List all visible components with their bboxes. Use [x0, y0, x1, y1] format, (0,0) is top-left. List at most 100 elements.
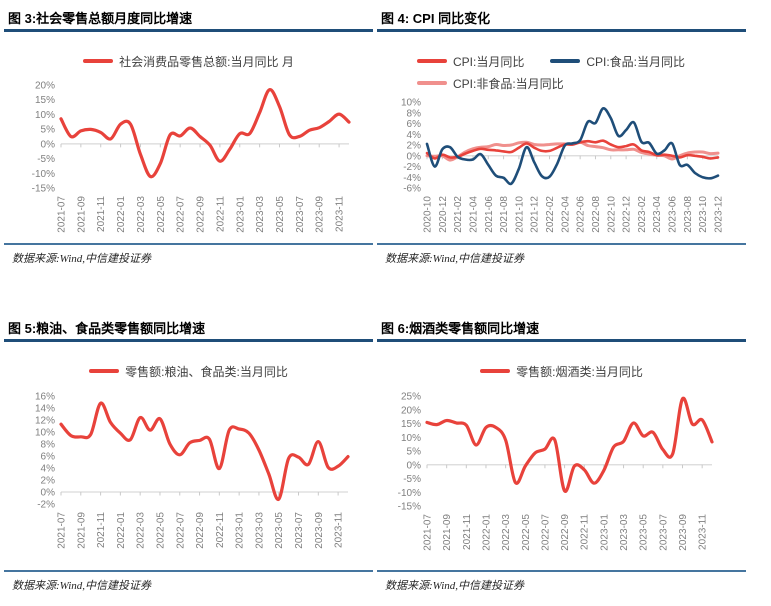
x-axis-tick-label: 2021-09 — [76, 512, 87, 549]
y-axis-tick-label: 16% — [35, 392, 55, 403]
legend-row: 社会消费品零售总额:当月同比 月 — [4, 50, 373, 72]
x-axis-tick-label: 2022-11 — [215, 512, 226, 548]
y-axis-tick-label: 2% — [407, 141, 422, 152]
legend-line-swatch — [83, 59, 114, 63]
x-axis-tick-label: 2022-05 — [156, 196, 167, 233]
source-note: 数据来源:Wind,中信建投证券 — [12, 253, 152, 265]
legend-line-swatch — [417, 81, 447, 85]
x-axis-tick-label: 2021-11 — [96, 512, 107, 548]
x-axis-tick-label: 2023-01 — [235, 196, 246, 233]
x-axis-tick-label: 2022-10 — [606, 196, 617, 233]
x-axis-tick-label: 2022-09 — [560, 514, 571, 551]
legend-label: CPI:当月同比 — [453, 54, 525, 69]
y-axis-tick-label: 8% — [41, 440, 56, 451]
x-axis-tick-label: 2022-09 — [196, 196, 207, 233]
x-axis-tick-label: 2023-03 — [255, 196, 266, 233]
title-rule — [377, 29, 746, 32]
title-rule — [4, 339, 373, 342]
y-axis-tick-label: -10% — [32, 169, 55, 180]
figure-panel-4: 图 4: CPI 同比变化 CPI:当月同比 CPI:食品:当月同比 CPI:非食品… — [377, 8, 746, 276]
x-axis-tick-label: 2023-05 — [275, 196, 286, 233]
y-axis-tick-label: 15% — [401, 419, 421, 430]
legend-row: 零售额:烟酒类:当月同比 — [377, 360, 746, 382]
x-axis-tick-label: 2022-07 — [176, 196, 187, 233]
x-axis-tick-label: 2022-09 — [195, 512, 206, 549]
legend-label: CPI:食品:当月同比 — [586, 54, 686, 69]
y-axis-tick-label: 4% — [407, 130, 422, 141]
x-axis-tick-label: 2023-03 — [254, 512, 265, 549]
y-axis-tick-label: 10% — [35, 428, 55, 439]
x-axis-tick-label: 2023-02 — [637, 196, 648, 233]
x-axis-tick-label: 2023-09 — [314, 512, 325, 549]
x-axis-tick-label: 2023-01 — [599, 514, 610, 551]
x-axis-tick-label: 2023-07 — [294, 512, 305, 549]
y-axis-tick-label: -4% — [403, 173, 421, 184]
y-axis-tick-label: 6% — [41, 452, 56, 463]
series-line — [425, 396, 714, 493]
series-line — [59, 401, 350, 501]
x-axis-tick-label: 2022-02 — [545, 196, 556, 233]
legend-item: 零售额:粮油、食品类:当月同比 — [89, 363, 288, 380]
series-line — [59, 88, 351, 179]
y-axis-tick-label: 12% — [35, 416, 55, 427]
legend-item: CPI:食品:当月同比 — [550, 53, 685, 70]
x-axis-tick-label: 2023-05 — [639, 514, 650, 551]
legend-line-swatch — [550, 59, 581, 63]
x-axis-tick-label: 2022-03 — [136, 512, 147, 549]
x-axis-tick-label: 2023-04 — [652, 196, 663, 233]
y-axis-tick-label: 8% — [407, 108, 422, 119]
source-note: 数据来源:Wind,中信建投证券 — [385, 253, 525, 265]
x-axis-tick-label: 2021-08 — [499, 196, 510, 233]
x-axis-tick-label: 2023-09 — [678, 514, 689, 551]
x-axis-tick-label: 2021-11 — [96, 196, 107, 232]
y-axis-tick-label: -2% — [37, 500, 55, 511]
x-axis-tick-label: 2023-11 — [698, 514, 709, 550]
y-axis-tick-label: 2% — [41, 476, 56, 487]
figure-title: 图 6:烟酒类零售额同比增速 — [381, 321, 540, 336]
legend-line-swatch — [480, 369, 511, 373]
x-axis-tick-label: 2020-12 — [438, 196, 449, 233]
y-axis-tick-label: 0% — [407, 151, 422, 162]
x-axis-tick-label: 2023-09 — [315, 196, 326, 233]
legend-row: 零售额:粮油、食品类:当月同比 — [4, 360, 373, 382]
y-axis-tick-label: -6% — [403, 184, 421, 195]
y-axis-tick-label: 14% — [35, 404, 55, 415]
title-rule — [377, 339, 746, 342]
x-axis-tick-label: 2022-01 — [116, 196, 127, 233]
x-axis-tick-label: 2023-01 — [235, 512, 246, 549]
line-chart: 16%14%12%10%8%6%4%2%0%-2%2021-07 2021-09 2… — [35, 392, 350, 549]
y-axis-tick-label: 5% — [407, 447, 422, 458]
x-axis-tick-label: 2023-08 — [683, 196, 694, 233]
x-axis-tick-label: 2022-12 — [622, 196, 633, 233]
y-axis-tick-label: 0% — [41, 139, 56, 150]
source-rule — [377, 243, 746, 245]
figure-title: 图 3:社会零售总额月度同比增速 — [8, 11, 193, 26]
y-axis-tick-label: -15% — [398, 502, 421, 513]
line-chart: 20% 15% 10% 5% 0% -5% -10% -15%2021-07 2021-09 20… — [32, 81, 351, 233]
legend-row: CPI:当月同比 CPI:食品:当月同比 — [377, 50, 746, 72]
y-axis-tick-label: 10% — [401, 433, 421, 444]
chart-legend: 零售额:烟酒类:当月同比 — [377, 360, 746, 382]
figure-title: 图 5:粮油、食品类零售额同比增速 — [8, 321, 206, 336]
chart-legend: 社会消费品零售总额:当月同比 月 — [4, 50, 373, 72]
figure-panel-3: 图 3:社会零售总额月度同比增速 社会消费品零售总额:当月同比 月 20% 15%… — [4, 8, 373, 276]
x-axis-tick-label: 2021-12 — [530, 196, 541, 233]
y-axis-tick-label: -5% — [37, 154, 55, 165]
series-line — [425, 107, 720, 186]
y-axis-tick-label: -2% — [403, 162, 421, 173]
y-axis-tick-label: 6% — [407, 119, 422, 130]
legend-label: 零售额:粮油、食品类:当月同比 — [125, 364, 288, 379]
x-axis-tick-label: 2021-10 — [514, 196, 525, 233]
figure-panel-6: 图 6:烟酒类零售额同比增速 零售额:烟酒类:当月同比 25% 20% 15% 10%… — [377, 318, 746, 603]
x-axis-tick-label: 2023-05 — [274, 512, 285, 549]
source-note: 数据来源:Wind,中信建投证券 — [12, 580, 152, 592]
x-axis-tick-label: 2022-11 — [580, 514, 591, 550]
x-axis-tick-label: 2023-11 — [335, 196, 346, 232]
y-axis-tick-label: 20% — [35, 81, 55, 92]
x-axis-tick-label: 2021-09 — [442, 514, 453, 551]
line-chart: 25% 20% 15% 10% 5% 0% -5% -10% -15%2021-07 2021-0… — [398, 392, 714, 551]
figure-title: 图 4: CPI 同比变化 — [381, 11, 491, 26]
x-axis-tick-label: 2023-07 — [658, 514, 669, 551]
legend-label: CPI:非食品:当月同比 — [453, 76, 564, 91]
